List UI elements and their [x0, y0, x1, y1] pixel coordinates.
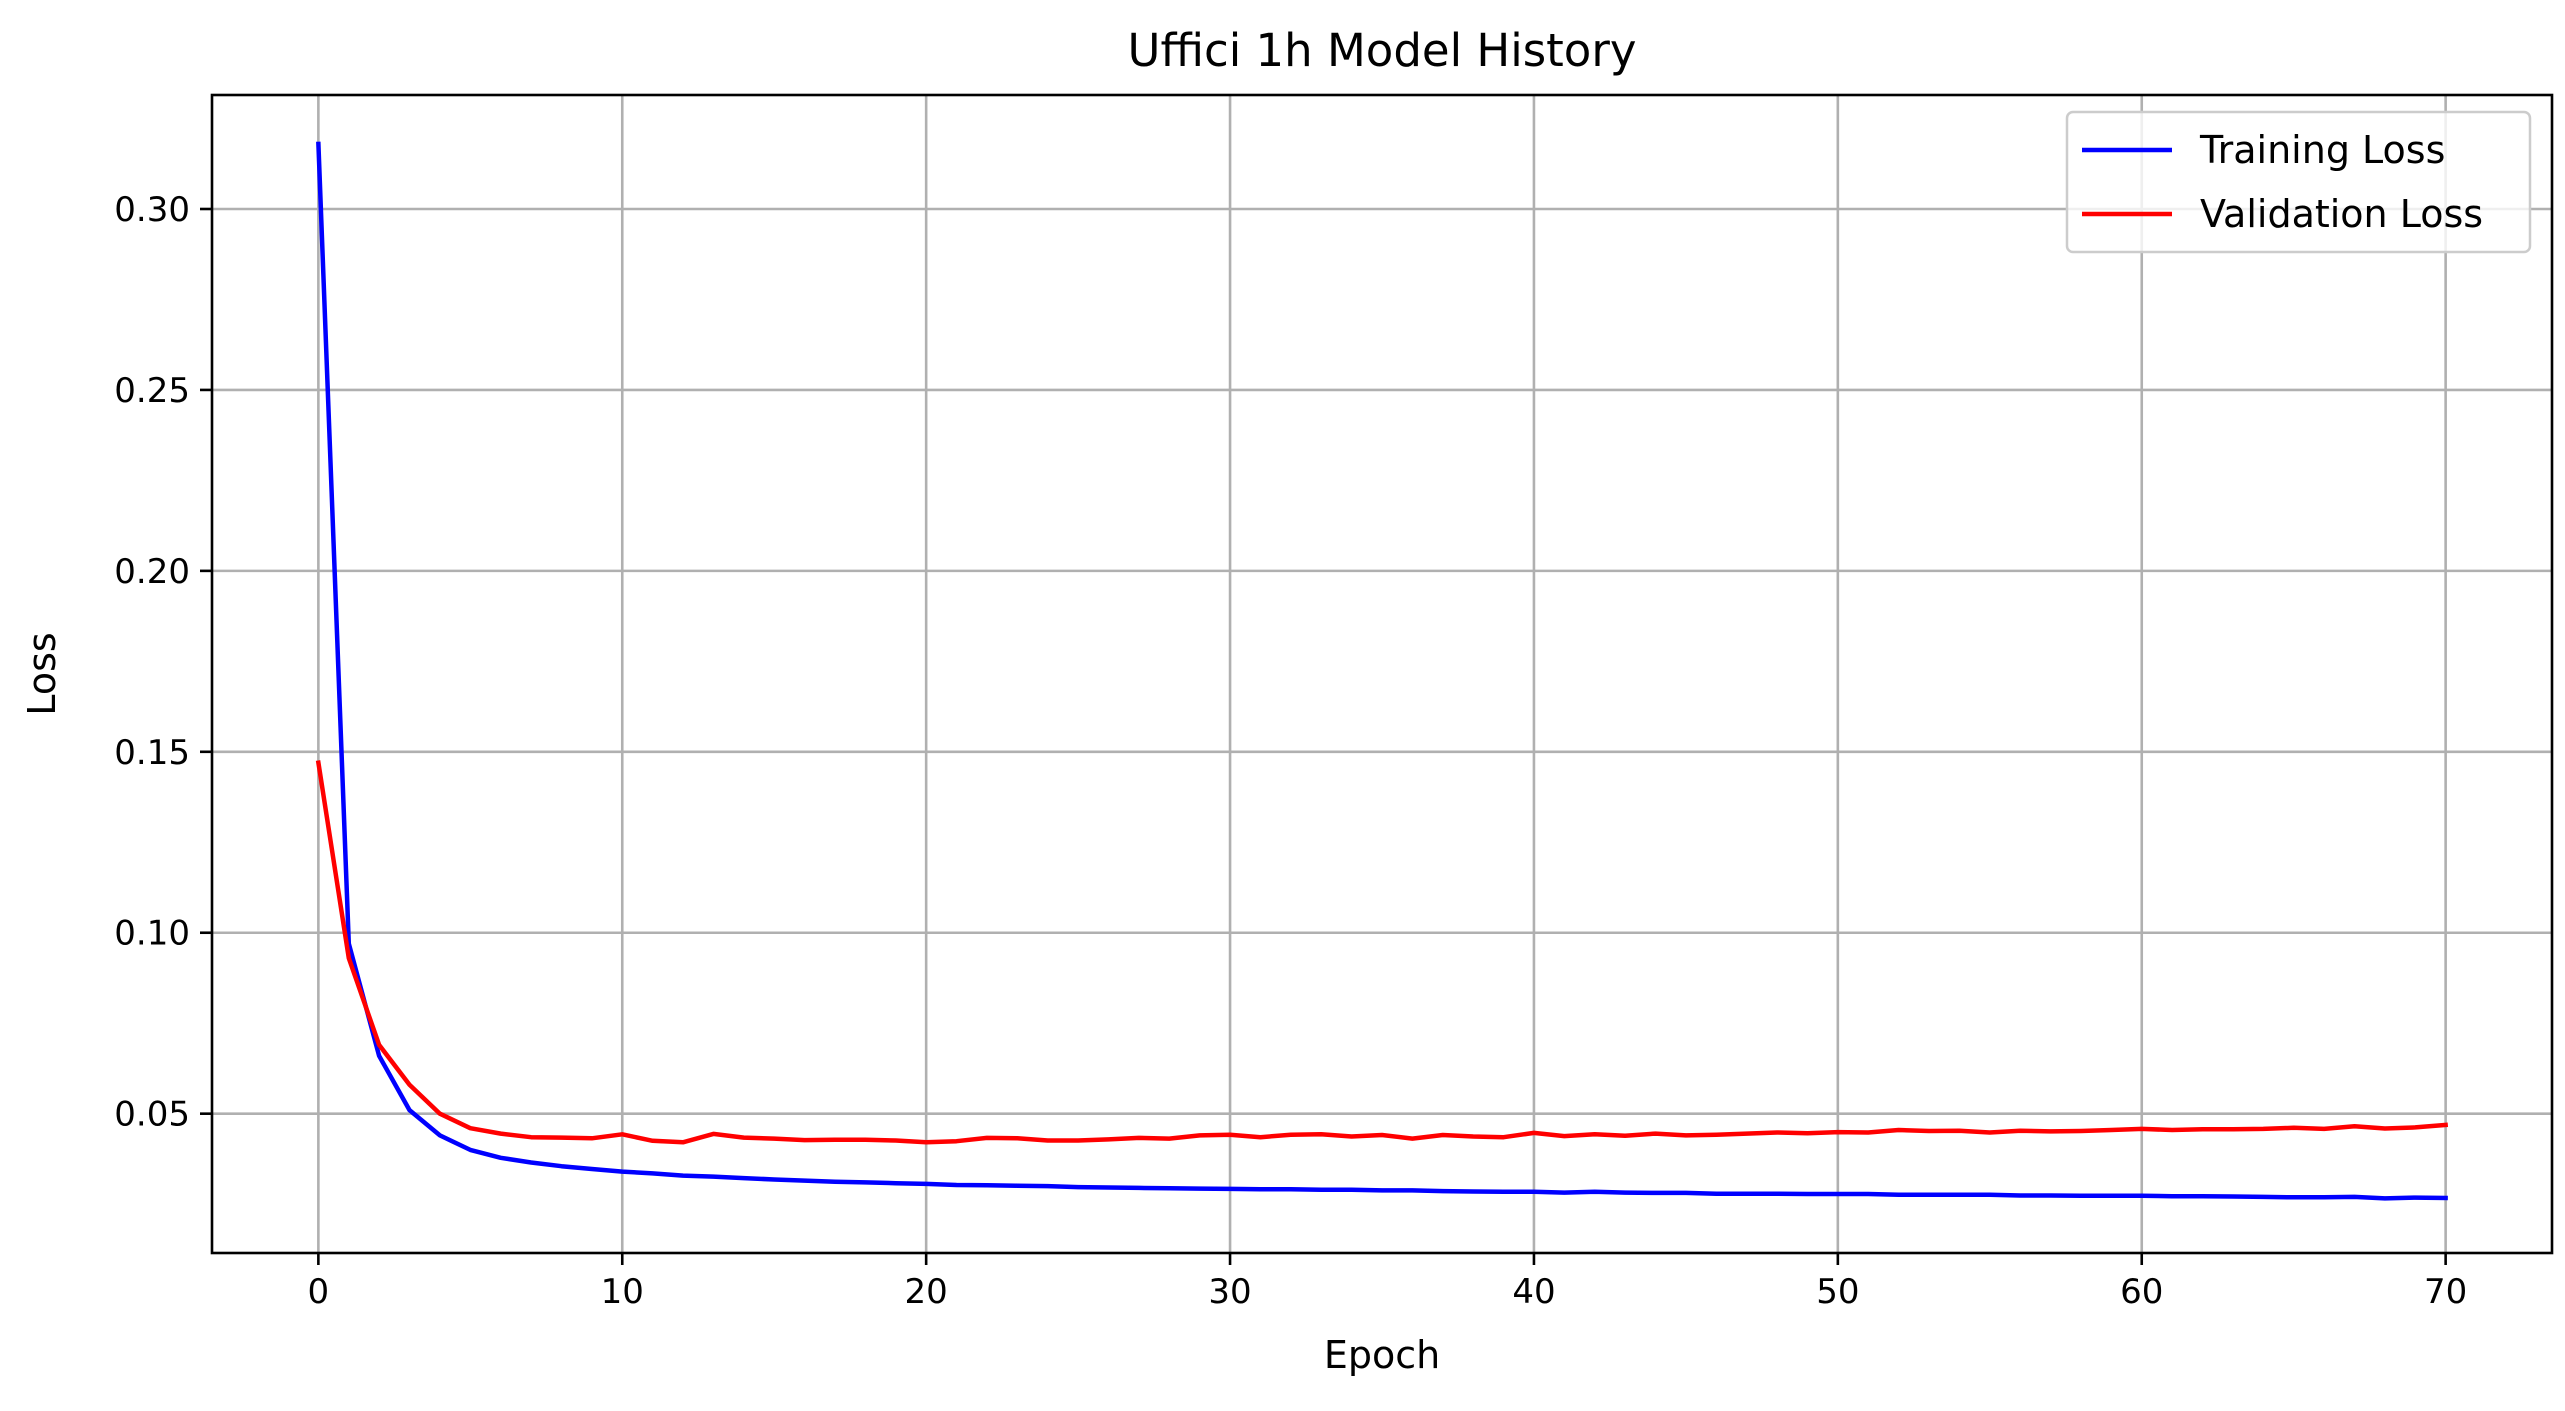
x-tick-label: 20 — [905, 1272, 948, 1312]
x-tick-label: 50 — [1816, 1272, 1859, 1312]
axes-frame — [210, 93, 2554, 1255]
legend: Training Loss Validation Loss — [2065, 110, 2532, 254]
y-tick-label: 0.25 — [114, 371, 190, 411]
tick-layer: 0 10 20 30 40 50 60 70 0.05 0.10 0.15 0.20 0.25 0.30 — [114, 190, 2467, 1312]
x-tick-label: 10 — [601, 1272, 644, 1312]
series-line-training-loss — [316, 141, 2448, 1201]
grid-layer — [212, 95, 2552, 1253]
legend-box — [2065, 110, 2532, 254]
y-tick-label: 0.30 — [114, 190, 190, 230]
chart-title: Uffici 1h Model History — [1128, 24, 1637, 77]
y-tick-label: 0.15 — [114, 733, 190, 773]
x-axis-label: Epoch — [1324, 1333, 1440, 1377]
series-layer — [315, 141, 2449, 1201]
y-axis-label: Loss — [20, 632, 64, 715]
x-tick-label: 30 — [1208, 1272, 1251, 1312]
legend-label-validation-loss: Validation Loss — [2200, 192, 2483, 236]
legend-label-training-loss: Training Loss — [2199, 128, 2445, 172]
x-tick-label: 0 — [308, 1272, 330, 1312]
x-tick-label: 60 — [2120, 1272, 2163, 1312]
x-tick-label: 40 — [1512, 1272, 1555, 1312]
x-tick-label: 70 — [2424, 1272, 2467, 1312]
series-line-validation-loss — [315, 760, 2449, 1145]
y-tick-label: 0.10 — [114, 914, 190, 954]
y-tick-label: 0.05 — [114, 1095, 190, 1135]
y-tick-label: 0.20 — [114, 552, 190, 592]
